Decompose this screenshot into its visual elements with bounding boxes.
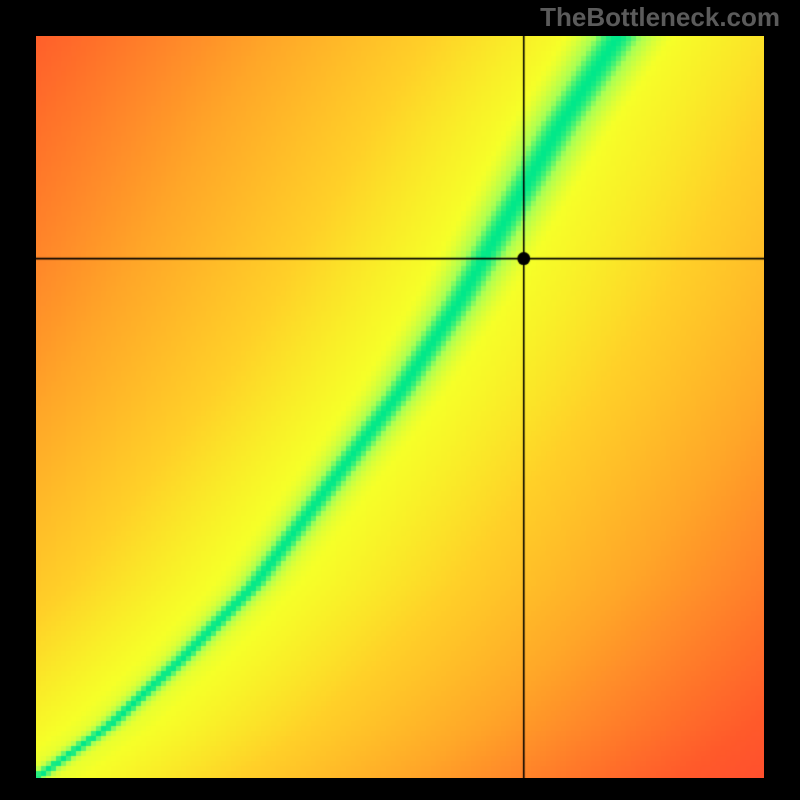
stage: TheBottleneck.com: [0, 0, 800, 800]
watermark-text: TheBottleneck.com: [540, 2, 780, 33]
heatmap-plot: [36, 36, 764, 778]
